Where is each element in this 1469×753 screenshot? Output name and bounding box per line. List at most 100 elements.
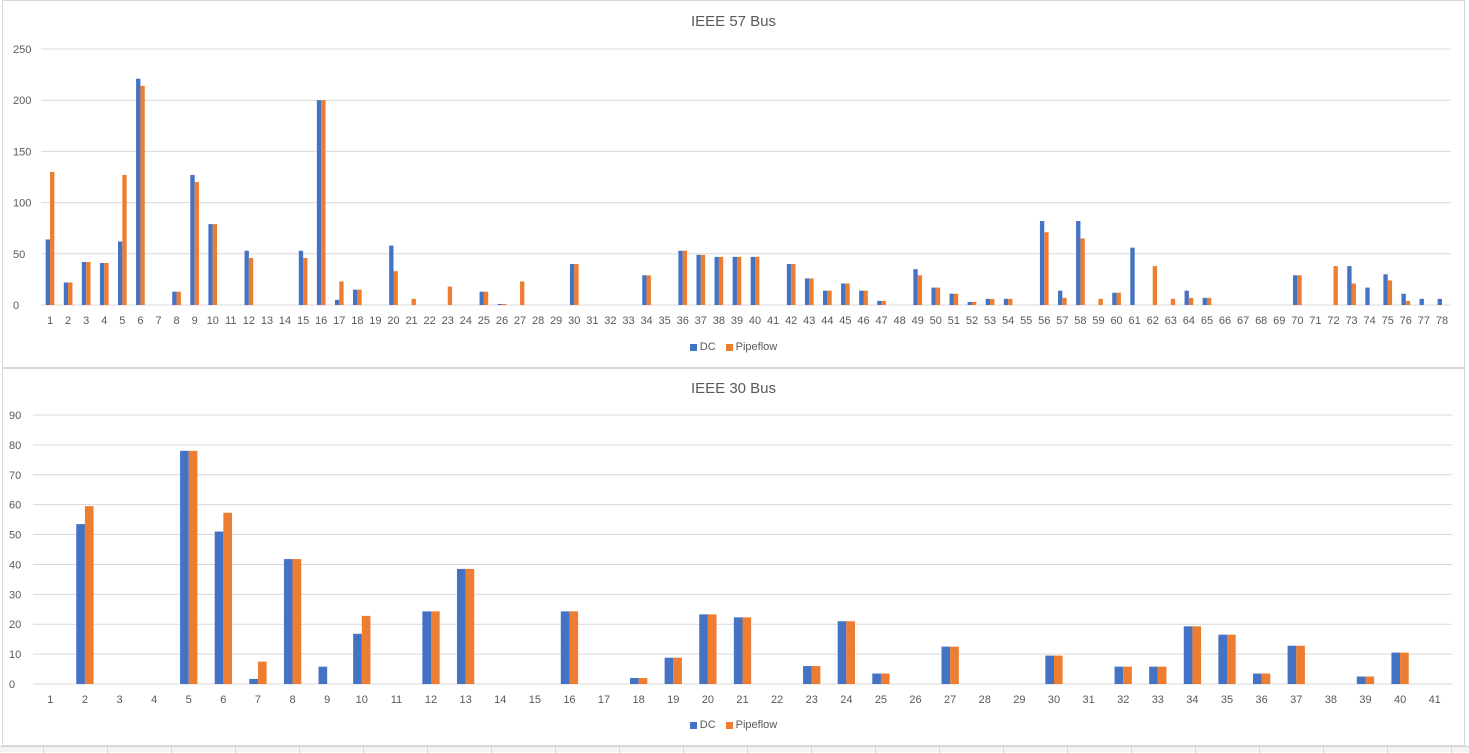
x-tick-label: 45 xyxy=(839,315,851,327)
legend-swatch-pipeflow xyxy=(725,343,733,351)
x-tick-label: 3 xyxy=(83,315,89,327)
bar-dc xyxy=(1383,274,1388,305)
x-tick-label: 74 xyxy=(1364,315,1376,327)
bar-pipeflow xyxy=(673,657,682,684)
x-tick-label: 32 xyxy=(604,315,616,327)
x-tick-label: 4 xyxy=(151,694,157,706)
x-tick-label: 25 xyxy=(478,315,490,327)
bar-dc xyxy=(1391,652,1401,684)
x-tick-label: 54 xyxy=(1002,315,1014,327)
bar-pipeflow xyxy=(104,263,109,305)
bar-pipeflow xyxy=(86,261,91,305)
bar-dc xyxy=(422,611,432,684)
bar-dc xyxy=(1365,287,1370,305)
grid-cell-divider xyxy=(363,747,364,753)
bar-dc xyxy=(1347,266,1352,305)
bar-pipeflow xyxy=(1405,300,1411,305)
legend-label: Pipeflow xyxy=(735,719,778,731)
bar-pipeflow xyxy=(411,298,416,305)
bar-dc xyxy=(678,250,683,305)
x-tick-label: 17 xyxy=(598,694,610,706)
bar-pipeflow xyxy=(431,611,440,684)
legend-item-dc: DC xyxy=(689,341,716,353)
bar-dc xyxy=(45,239,51,305)
x-tick-label: 78 xyxy=(1436,315,1448,327)
bar-dc xyxy=(1293,275,1298,305)
x-tick-label: 41 xyxy=(767,315,779,327)
y-tick-label: 90 xyxy=(9,410,21,422)
bar-dc xyxy=(1218,634,1228,684)
bar-pipeflow xyxy=(1062,297,1067,305)
bar-pipeflow xyxy=(1152,266,1158,305)
bar-dc xyxy=(1419,298,1424,305)
bar-dc xyxy=(1401,293,1406,305)
x-tick-label: 13 xyxy=(261,315,273,327)
bar-pipeflow xyxy=(718,256,724,305)
x-tick-label: 77 xyxy=(1418,315,1430,327)
x-tick-label: 66 xyxy=(1219,315,1231,327)
bar-dc xyxy=(1287,645,1297,684)
bar-dc xyxy=(1039,221,1045,305)
x-tick-label: 26 xyxy=(496,315,508,327)
y-tick-label: 50 xyxy=(9,530,21,542)
bar-pipeflow xyxy=(638,678,648,684)
x-tick-label: 34 xyxy=(640,315,652,327)
x-tick-label: 1 xyxy=(47,315,53,327)
x-tick-label: 6 xyxy=(220,694,226,706)
bar-dc xyxy=(456,568,466,684)
bar-pipeflow xyxy=(68,282,73,305)
x-tick-label: 44 xyxy=(821,315,833,327)
x-tick-label: 57 xyxy=(1056,315,1068,327)
x-tick-label: 9 xyxy=(192,315,198,327)
x-tick-label: 23 xyxy=(442,315,454,327)
bar-dc xyxy=(732,256,737,305)
x-tick-label: 73 xyxy=(1345,315,1357,327)
x-tick-label: 12 xyxy=(425,694,437,706)
x-tick-label: 18 xyxy=(351,315,363,327)
x-tick-label: 16 xyxy=(563,694,575,706)
bar-pipeflow xyxy=(1080,238,1085,305)
bar-pipeflow xyxy=(846,621,855,684)
x-tick-label: 20 xyxy=(702,694,714,706)
bar-dc xyxy=(696,254,701,305)
x-tick-label: 38 xyxy=(713,315,725,327)
chart-ieee-30-bus: IEEE 30 Bus 0 10 20 30 40 50 60 70 80 90 1 2 3 4 5 6 7 8 9… xyxy=(2,368,1465,746)
x-tick-label: 52 xyxy=(966,315,978,327)
legend-item-pipeflow: Pipeflow xyxy=(725,341,777,353)
x-tick-label: 34 xyxy=(1186,694,1198,706)
bar-pipeflow xyxy=(950,646,959,684)
bar-dc xyxy=(63,282,69,305)
bar-dc xyxy=(664,657,674,684)
x-tick-label: 27 xyxy=(514,315,526,327)
x-tick-label: 43 xyxy=(803,315,815,327)
x-tick-label: 8 xyxy=(174,315,180,327)
bar-pipeflow xyxy=(1044,232,1049,305)
grid-cell-divider xyxy=(1259,747,1260,753)
bar-pipeflow xyxy=(1261,673,1271,684)
x-tick-label: 10 xyxy=(207,315,219,327)
bar-dc xyxy=(208,224,213,305)
grid-cell-divider xyxy=(1387,747,1388,753)
bar-pipeflow xyxy=(248,257,254,305)
x-tick-label: 68 xyxy=(1255,315,1267,327)
y-tick-label: 10 xyxy=(9,649,21,661)
x-tick-label: 33 xyxy=(622,315,634,327)
x-tick-label: 27 xyxy=(944,694,956,706)
legend-item-pipeflow: Pipeflow xyxy=(725,719,778,731)
bar-dc xyxy=(1112,292,1117,305)
grid-cell-divider xyxy=(683,747,684,753)
bar-pipeflow xyxy=(1116,292,1121,305)
bar-pipeflow xyxy=(971,301,977,305)
x-tick-label: 72 xyxy=(1327,315,1339,327)
bar-pipeflow xyxy=(935,287,941,305)
grid-cell-divider xyxy=(1131,747,1132,753)
x-tick-label: 62 xyxy=(1147,315,1159,327)
bar-pipeflow xyxy=(122,174,127,305)
bar-pipeflow xyxy=(809,278,814,305)
x-tick-label: 23 xyxy=(806,694,818,706)
x-tick-label: 18 xyxy=(633,694,645,706)
x-tick-label: 64 xyxy=(1183,315,1195,327)
bar-dc xyxy=(985,298,991,305)
bar-pipeflow xyxy=(1365,676,1375,684)
x-tick-label: 55 xyxy=(1020,315,1032,327)
